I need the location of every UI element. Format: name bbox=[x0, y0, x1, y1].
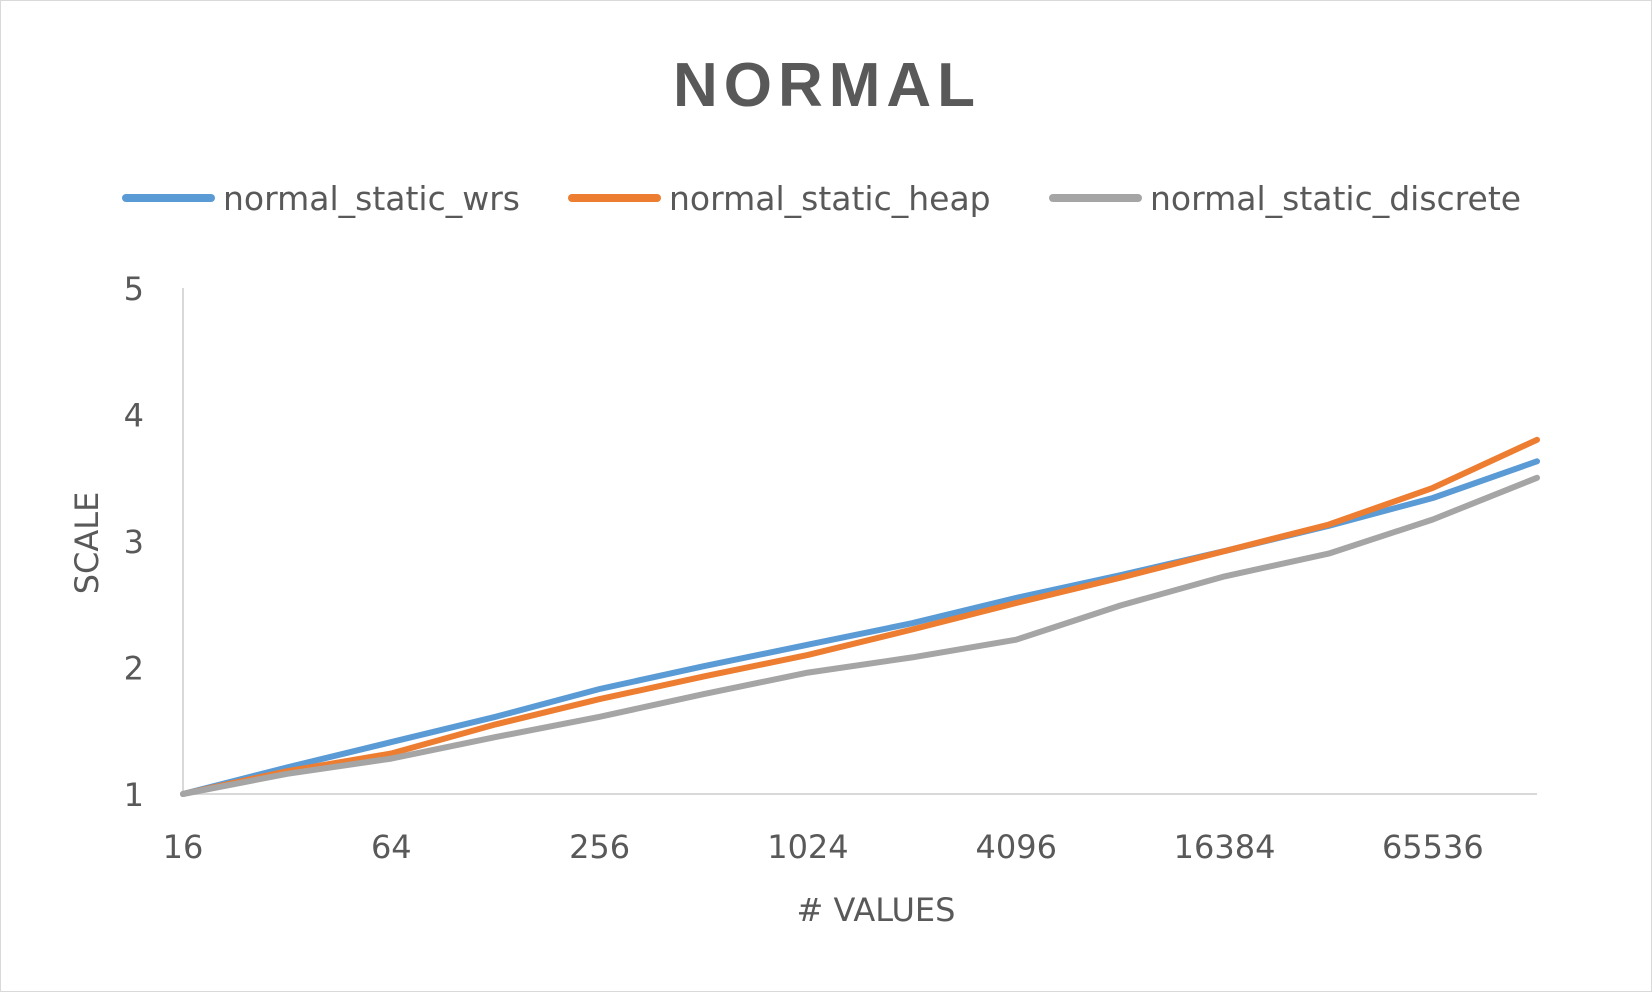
series-line-normal-static-discrete bbox=[180, 474, 1540, 797]
y-axis-label: SCALE bbox=[68, 492, 106, 595]
legend-item: normal_static_wrs bbox=[122, 179, 520, 218]
x-tick-label: 65536 bbox=[1382, 828, 1484, 866]
series-line-normal-static-heap bbox=[180, 436, 1540, 797]
axes: 1 2 3 4 5 16 64 256 1024 4096 16384 65536 bbox=[124, 270, 1537, 866]
x-tick-label: 16384 bbox=[1174, 828, 1276, 866]
x-tick-label: 16 bbox=[163, 828, 204, 866]
x-tick-label: 4096 bbox=[976, 828, 1057, 866]
chart-title: NORMAL bbox=[673, 51, 981, 120]
y-tick-label: 1 bbox=[124, 776, 144, 814]
y-tick-label: 5 bbox=[124, 270, 144, 308]
legend-item: normal_static_heap bbox=[568, 179, 991, 218]
y-tick-label: 3 bbox=[124, 523, 144, 561]
y-tick-label: 2 bbox=[124, 650, 144, 688]
x-tick-label: 1024 bbox=[767, 828, 848, 866]
x-tick-label: 256 bbox=[569, 828, 630, 866]
legend-label: normal_static_heap bbox=[669, 179, 991, 218]
x-tick-label: 64 bbox=[371, 828, 412, 866]
x-axis-label: # VALUES bbox=[797, 891, 956, 929]
legend-label: normal_static_wrs bbox=[223, 179, 520, 218]
legend-item: normal_static_discrete bbox=[1049, 179, 1521, 218]
y-tick-label: 4 bbox=[124, 397, 144, 435]
series-line-normal-static-wrs bbox=[180, 458, 1540, 797]
series-lines bbox=[180, 436, 1540, 797]
legend: normal_static_wrs normal_static_heap norma… bbox=[122, 179, 1521, 218]
legend-label: normal_static_discrete bbox=[1150, 179, 1521, 218]
